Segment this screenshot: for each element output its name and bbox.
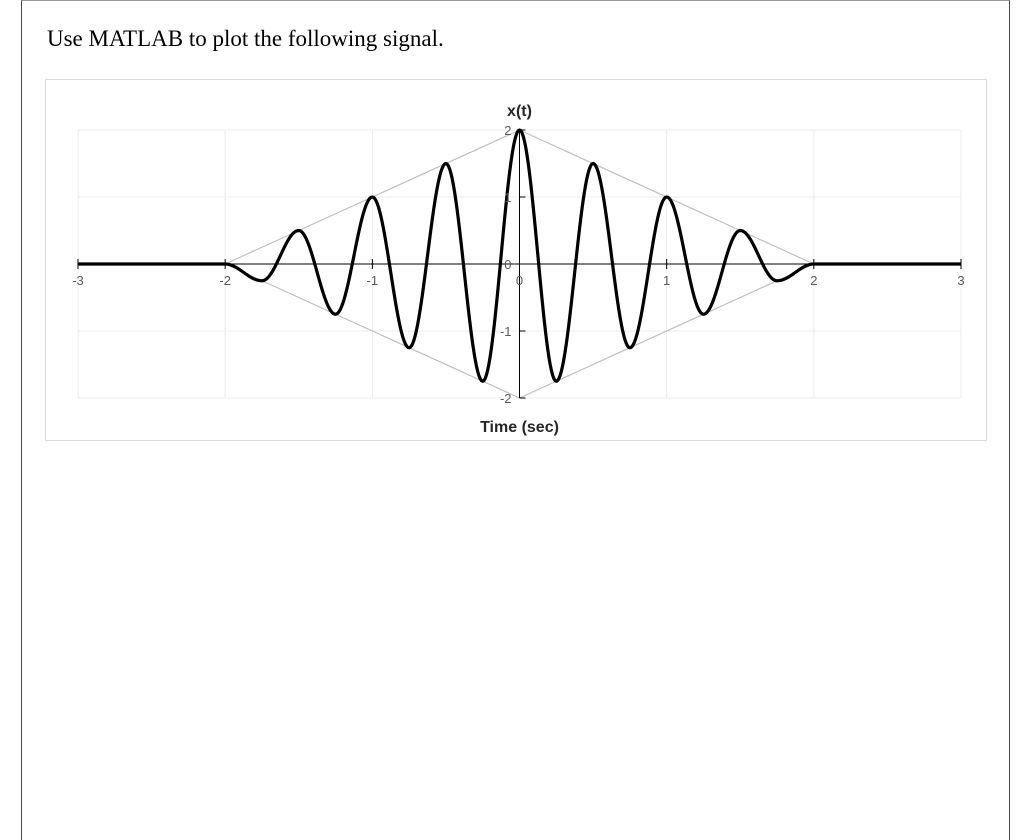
x-tick-label: 2 bbox=[810, 273, 817, 288]
x-tick-label: 0 bbox=[516, 273, 523, 288]
x-tick-label: 3 bbox=[957, 273, 964, 288]
chart-container: -3 -2 -1 0 1 2 3 -2 -1 0 1 2 x(t) Time (sec) bbox=[45, 79, 987, 441]
x-tick-label: -3 bbox=[72, 273, 84, 288]
question-text: Use MATLAB to plot the following signal. bbox=[47, 26, 444, 52]
y-tick-label: 0 bbox=[504, 257, 511, 272]
signal-chart: -3 -2 -1 0 1 2 3 -2 -1 0 1 2 x(t) Time (sec) bbox=[46, 80, 986, 440]
y-tick-label: 1 bbox=[504, 190, 511, 205]
x-tick-label: -2 bbox=[219, 273, 231, 288]
y-axis-title: x(t) bbox=[507, 103, 532, 120]
y-tick-label: -2 bbox=[500, 391, 512, 406]
y-tick-label: -1 bbox=[500, 324, 512, 339]
x-axis-title: Time (sec) bbox=[480, 419, 559, 436]
x-tick-label: 1 bbox=[663, 273, 670, 288]
x-tick-label: -1 bbox=[367, 273, 379, 288]
y-tick-label: 2 bbox=[504, 123, 511, 138]
